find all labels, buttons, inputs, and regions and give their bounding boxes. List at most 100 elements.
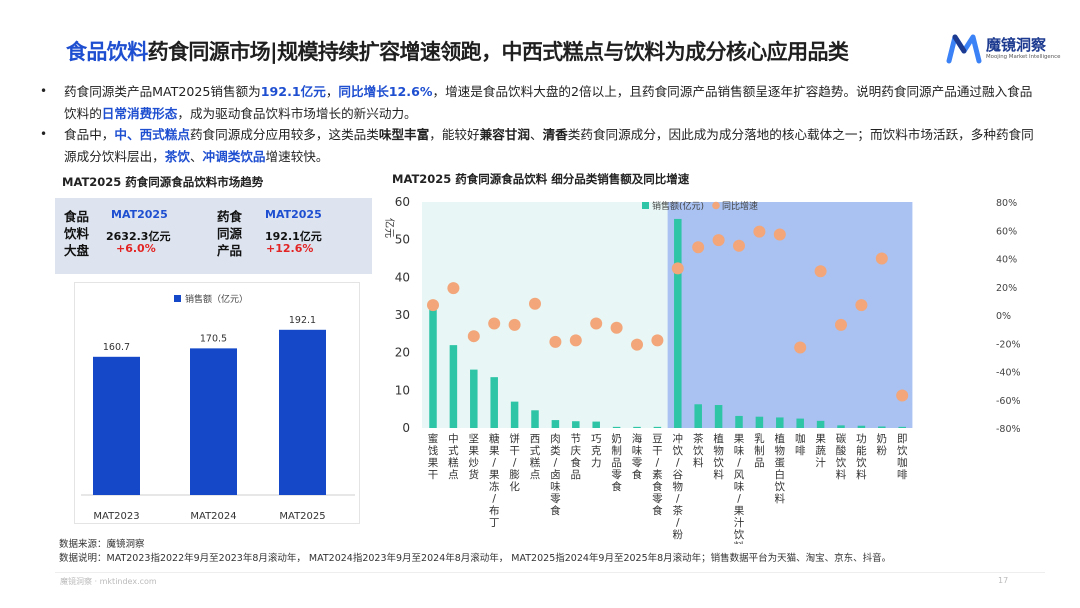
sales-bar (898, 426, 906, 428)
left-section-title: MAT2025 药食同源食品饮料市场趋势 (62, 175, 264, 189)
sales-bar (878, 426, 886, 428)
sales-bar (592, 421, 600, 428)
sales-bar (714, 405, 723, 428)
category-label: 咖啡 (795, 433, 806, 457)
sales-bar (470, 369, 478, 428)
bullet-dot-icon: • (40, 127, 48, 141)
category-label: 节庆食品 (571, 433, 582, 481)
body-text: 、 (189, 148, 203, 164)
growth-point (794, 341, 807, 354)
growth-point (508, 318, 521, 331)
footer-divider (55, 572, 1045, 573)
legend-swatch-sales (642, 202, 649, 209)
kpi-value: 192.1亿元 (265, 230, 322, 243)
sales-bar (674, 218, 682, 428)
kpi-year: MAT2025 (265, 208, 322, 221)
drink-group-background (667, 202, 913, 428)
y-left-tick: 30 (395, 308, 410, 322)
category-label: MAT2025 (279, 511, 325, 522)
y-left-tick: 10 (395, 383, 410, 397)
growth-point (569, 334, 582, 347)
sales-bar (796, 418, 804, 428)
sales-bar (490, 377, 498, 428)
page-number: 17 (998, 576, 1009, 585)
y-left-tick: 0 (402, 421, 410, 435)
category-label: 茶饮料 (693, 432, 704, 469)
growth-point (733, 239, 745, 252)
data-description-note: 数据说明：MAT2023指2022年9月至2023年8月滚动年， MAT2024… (59, 553, 892, 564)
y-left-tick: 20 (395, 346, 410, 360)
body-text: ， (325, 84, 339, 99)
sales-bar (633, 426, 641, 428)
kpi-panel: 食品饮料大盘 MAT2025 2632.3亿元 +6.0% 药食同源产品 MAT… (55, 198, 372, 274)
body-text: 药食同源类产品MAT2025销售额为 (64, 84, 261, 99)
legend-label: 销售额（亿元） (185, 293, 248, 305)
sales-bar (837, 425, 845, 428)
category-label: 巧克力 (591, 433, 602, 469)
annual-sales-chart-frame: 销售额（亿元） 160.7 MAT2023 170.5 MAT2024 192.1 MAT2… (74, 282, 360, 524)
sales-bar (776, 417, 784, 428)
legend-swatch (174, 295, 181, 302)
category-label: MAT2023 (93, 511, 139, 522)
logo-subtitle: Moojing Market Intelligence (986, 54, 1061, 60)
bullet-item: • 食品中，中、西式糕点药食同源成分应用较多，这类品类味型丰富，能较好兼容甘润、… (40, 124, 1040, 167)
category-label: 碳酸饮料 (836, 432, 847, 481)
sales-bar (572, 421, 580, 428)
y-right-tick: 60% (996, 226, 1017, 237)
growth-point (467, 330, 480, 343)
emphasis-text: 冲调类饮品 (202, 148, 266, 164)
sales-bar (531, 410, 539, 428)
category-label: 冲饮/谷物/茶/粉 (673, 432, 684, 541)
footer-url: 魔镜洞察 · mktindex.com (60, 577, 157, 586)
growth-point (427, 299, 439, 312)
emphasis-text: 日常消费形态 (101, 105, 178, 121)
category-label: 植物饮料 (713, 432, 724, 481)
category-label: 糖果/果冻/布丁 (489, 432, 500, 529)
kpi-year: MAT2025 (111, 208, 168, 221)
y-left-tick: 60 (395, 195, 410, 209)
category-label: 西式糕点 (530, 433, 541, 481)
body-text: 类药食同源成分，因此成为成分落地的核心载体之一；而饮料市场活跃，多种药食同源成分… (64, 127, 1034, 164)
category-sales-chart: 0 10 20 30 40 50 60 亿元 -80% -60% -40% -20% 0% 20% 40% 6… (383, 195, 1021, 544)
sales-bar (429, 309, 437, 428)
sales-bar (694, 404, 702, 428)
y-right-tick: -20% (996, 339, 1021, 350)
body-text: 增速较快。 (265, 148, 329, 164)
growth-point (753, 225, 766, 238)
category-label: 中式糕点 (448, 432, 459, 481)
growth-point (529, 297, 541, 310)
growth-point (447, 282, 460, 295)
bar-value-label: 192.1 (289, 315, 316, 326)
category-label: 蜜饯果干 (428, 432, 439, 481)
category-label: 乳制品 (754, 432, 765, 469)
y-right-tick: 20% (996, 283, 1017, 294)
body-text: 、 (529, 127, 543, 142)
growth-point (671, 262, 684, 275)
sales-bar (510, 401, 519, 428)
body-text: 药食同源成分应用较多，这类品类 (189, 127, 379, 142)
emphasis-text: 味型丰富 (378, 127, 430, 142)
growth-point (488, 317, 501, 330)
bar-value-label: 170.5 (200, 333, 227, 344)
category-label: 果味/风味/果汁饮料 (734, 433, 745, 544)
growth-point (814, 265, 827, 278)
logo-mark-icon (946, 34, 982, 64)
kpi-label: 食品饮料大盘 (64, 209, 90, 258)
sales-bar (857, 425, 866, 428)
food-group-background (422, 202, 668, 428)
growth-point (631, 338, 643, 351)
category-label: 奶粉 (877, 433, 888, 457)
bar-mat2025 (279, 329, 326, 495)
y-right-tick: 0% (996, 311, 1011, 322)
y-left-tick: 50 (395, 233, 410, 247)
sales-bar (653, 426, 662, 428)
y-right-tick: -40% (996, 368, 1021, 379)
logo-name: 魔镜洞察 (986, 36, 1047, 54)
legend-swatch-growth (712, 201, 720, 210)
y-right-tick: -80% (996, 424, 1021, 435)
kpi-growth: +12.6% (266, 242, 314, 255)
sales-bar (449, 345, 458, 428)
category-label: 即饮咖啡 (897, 433, 908, 481)
bar-mat2024 (190, 348, 237, 495)
page-title: 食品饮料药食同源市场|规模持续扩容增速领跑，中西式糕点与饮料为成分核心应用品类 (66, 36, 849, 66)
